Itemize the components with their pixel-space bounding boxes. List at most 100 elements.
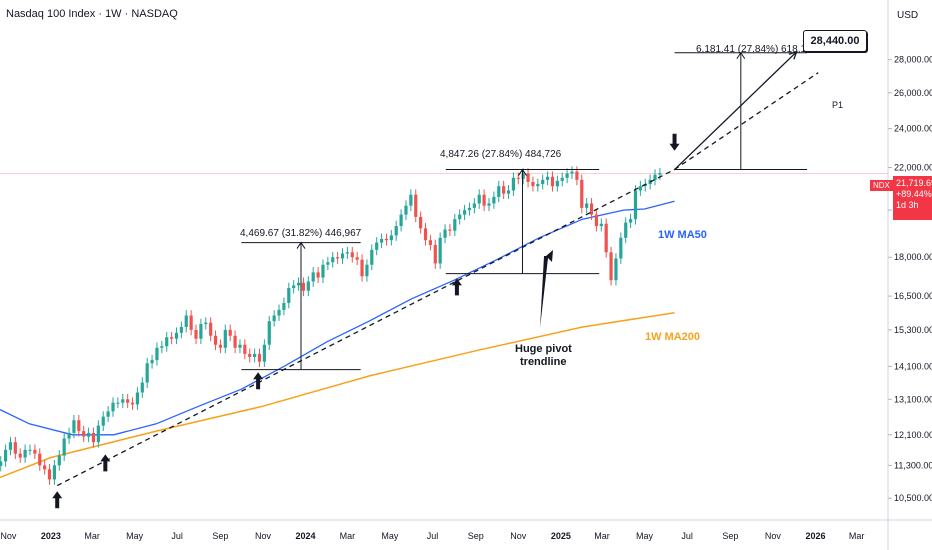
candle-body [638, 186, 642, 191]
candle-body [350, 252, 354, 258]
candle-body [311, 272, 315, 282]
candle-body [653, 174, 657, 180]
y-tick-label: 13,100.00 [894, 394, 932, 404]
y-tick-label: 18,000.00 [894, 252, 932, 262]
candle-body [96, 425, 100, 443]
pivot-up-arrow [100, 454, 111, 472]
candle-body [62, 438, 66, 456]
candle-body [658, 173, 662, 175]
candle-body [438, 237, 442, 264]
candle-body [453, 219, 457, 231]
x-tick-label: Mar [594, 531, 610, 541]
drawings-layer [56, 50, 819, 487]
candle-body [409, 194, 413, 206]
candle-body [106, 411, 110, 417]
currency-label[interactable]: USD [897, 10, 919, 21]
measure-arrow-head [296, 241, 306, 249]
candle-body [609, 252, 613, 281]
candle-body [550, 176, 555, 187]
candle-body [545, 176, 550, 180]
x-tick-label: Sep [722, 531, 738, 541]
y-tick-label: 14,100.00 [894, 361, 932, 371]
time-axis[interactable]: Nov 2023 Mar May Jul Sep Nov 2024 Mar May Jul Sep No… [0, 519, 932, 541]
candle-body [370, 249, 374, 265]
candle-body [633, 190, 638, 220]
candle-body [282, 302, 286, 310]
ma50-label: 1W MA50 [658, 229, 707, 241]
candle-body [248, 353, 252, 357]
candle-body [18, 453, 22, 458]
candle-body [194, 329, 198, 339]
price-axis[interactable]: 10,500.00 11,300.00 12,100.00 13,100.00 14,1… [887, 0, 932, 550]
candle-body [482, 194, 486, 206]
candle-body [8, 442, 13, 450]
last-price: 21,719.69 [896, 178, 932, 188]
candle-body [326, 262, 330, 265]
candle-body [228, 329, 232, 336]
candle-body [135, 392, 140, 405]
candle-body [492, 196, 496, 204]
ma200-line [0, 311, 675, 479]
candle-body [213, 335, 218, 345]
candle-body [384, 238, 389, 241]
x-tick-label: May [636, 531, 654, 541]
y-tick-label: 16,500.00 [894, 291, 932, 301]
candle-body [160, 346, 164, 348]
pivot-trendline [56, 168, 675, 487]
y-tick-label: 22,000.00 [894, 163, 932, 173]
candle-body [414, 194, 418, 217]
candle-body [145, 363, 149, 383]
candle-body [38, 453, 42, 466]
candle-body [379, 238, 384, 243]
candle-body [428, 240, 432, 245]
candle-body [77, 420, 81, 432]
candle-body [375, 242, 379, 250]
bar-countdown: 1d 3h [896, 200, 919, 210]
x-tick-label: 2023 [41, 531, 61, 541]
target-price-box: 28,440.00 [803, 30, 867, 52]
candle-body [433, 244, 437, 264]
candle-body [43, 465, 47, 470]
x-tick-label: Jul [171, 531, 183, 541]
annotation-labels: 4,469.67 (31.82%) 446,967 4,847.26 (27.8… [240, 44, 843, 368]
candle-body [443, 229, 447, 238]
candle-body [287, 288, 291, 303]
candle-body [72, 420, 76, 433]
chart-title: Nasdaq 100 Index · 1W · NASDAQ [6, 8, 178, 20]
y-tick-label: 26,000.00 [894, 88, 932, 98]
candle-body [0, 461, 3, 466]
measure-arrow-head [736, 51, 746, 60]
candle-body [340, 253, 345, 259]
candle-body [541, 179, 545, 185]
candle-body [189, 315, 193, 330]
x-tick-label: Nov [510, 531, 527, 541]
candle-body [223, 329, 227, 348]
measure-1-label: 4,469.67 (31.82%) 446,967 [240, 228, 362, 239]
candle-body [502, 186, 506, 194]
x-tick-label: 2025 [551, 531, 571, 541]
candle-body [174, 332, 179, 339]
x-tick-label: May [381, 531, 399, 541]
candle-body [580, 179, 584, 208]
y-tick-label: 11,300.00 [894, 460, 932, 470]
candle-body [301, 282, 306, 291]
candle-body [511, 177, 516, 191]
candle-body [389, 235, 393, 241]
candle-body [628, 219, 633, 223]
candle-body [116, 402, 120, 404]
candle-body [506, 190, 511, 194]
candle-body [360, 259, 364, 277]
candle-body [209, 322, 213, 336]
projection-arrow [674, 51, 798, 171]
candle-body [619, 237, 623, 259]
candle-body [575, 171, 579, 180]
pivot-up-arrow [451, 278, 462, 296]
candle-body [614, 258, 618, 281]
candle-body [140, 382, 144, 393]
candle-body [165, 337, 169, 347]
candle-body [184, 315, 188, 327]
pivot-up-arrow [52, 491, 63, 509]
x-tick-label: Jul [427, 531, 439, 541]
candle-body [404, 205, 408, 215]
